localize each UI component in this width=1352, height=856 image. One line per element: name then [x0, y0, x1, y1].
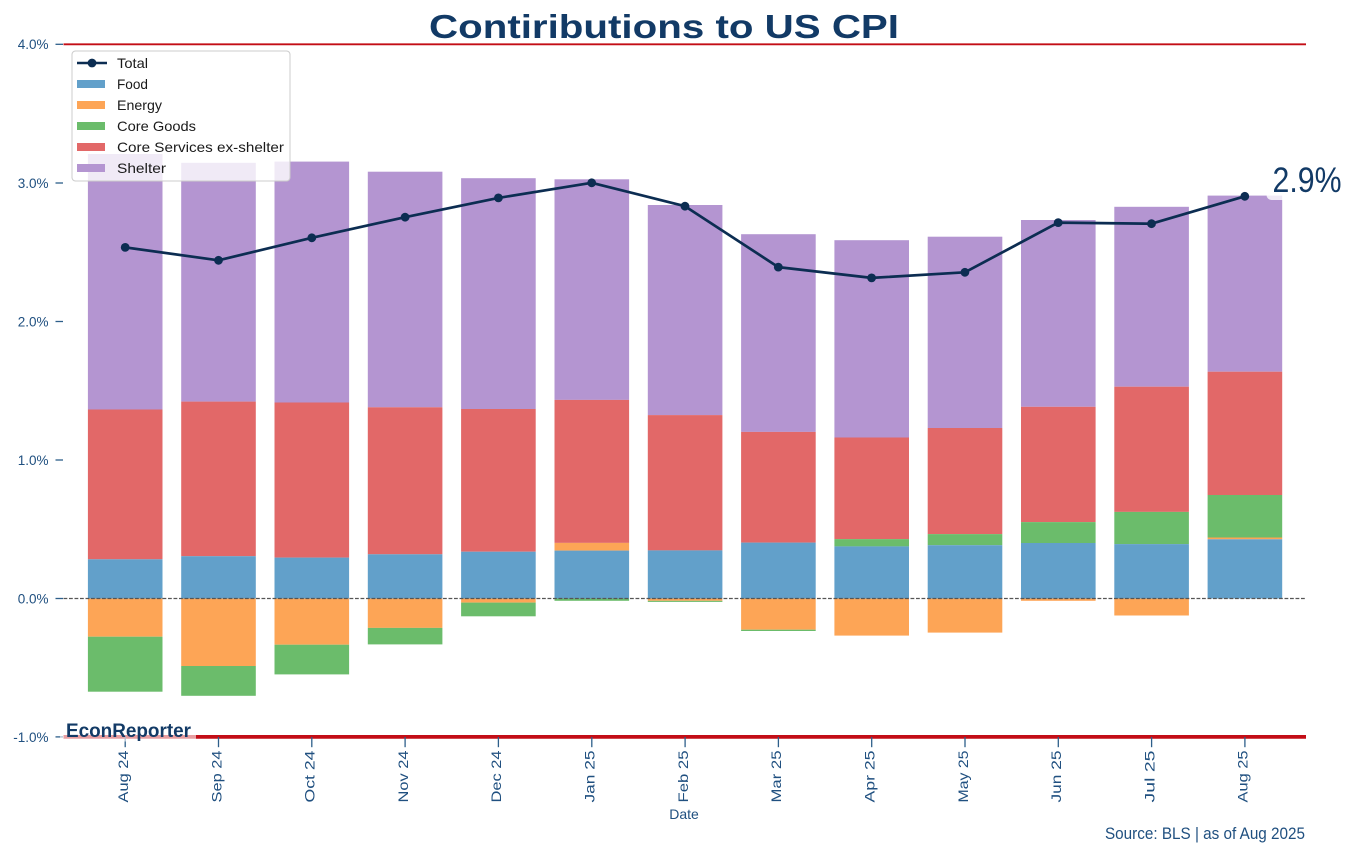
svg-text:-1.0%: -1.0%	[13, 730, 48, 745]
svg-text:2.9%: 2.9%	[1273, 161, 1342, 200]
svg-text:Shelter: Shelter	[117, 160, 166, 176]
svg-text:Date: Date	[669, 806, 699, 822]
svg-text:Food: Food	[117, 76, 148, 92]
svg-text:0.0%: 0.0%	[18, 591, 49, 606]
svg-text:Jul 25: Jul 25	[1141, 750, 1157, 802]
svg-text:Source: BLS | as of Aug 2025: Source: BLS | as of Aug 2025	[1105, 825, 1305, 843]
svg-text:Core Goods: Core Goods	[117, 118, 196, 134]
svg-text:Nov 24: Nov 24	[395, 750, 411, 802]
svg-text:Apr 25: Apr 25	[862, 750, 878, 802]
svg-text:Dec 24: Dec 24	[488, 750, 504, 802]
svg-text:Feb 25: Feb 25	[675, 750, 691, 802]
svg-text:Energy: Energy	[117, 97, 162, 113]
svg-text:3.0%: 3.0%	[18, 176, 49, 191]
svg-text:Total: Total	[117, 55, 148, 71]
svg-text:2.0%: 2.0%	[18, 314, 49, 329]
svg-text:Contiributions to US CPI: Contiributions to US CPI	[429, 8, 899, 45]
svg-text:Mar 25: Mar 25	[768, 750, 784, 802]
svg-text:1.0%: 1.0%	[18, 453, 49, 468]
svg-text:Aug 25: Aug 25	[1235, 750, 1251, 802]
svg-text:Jun 25: Jun 25	[1048, 750, 1064, 802]
svg-text:EconReporter: EconReporter	[66, 721, 192, 742]
svg-text:Oct 24: Oct 24	[302, 750, 318, 802]
svg-text:Jan 25: Jan 25	[582, 750, 598, 802]
svg-text:Core Services ex-shelter: Core Services ex-shelter	[117, 139, 284, 155]
svg-text:Sep 24: Sep 24	[208, 750, 224, 802]
svg-text:Aug 24: Aug 24	[115, 750, 131, 802]
svg-text:4.0%: 4.0%	[18, 37, 49, 52]
svg-text:May 25: May 25	[955, 750, 971, 802]
